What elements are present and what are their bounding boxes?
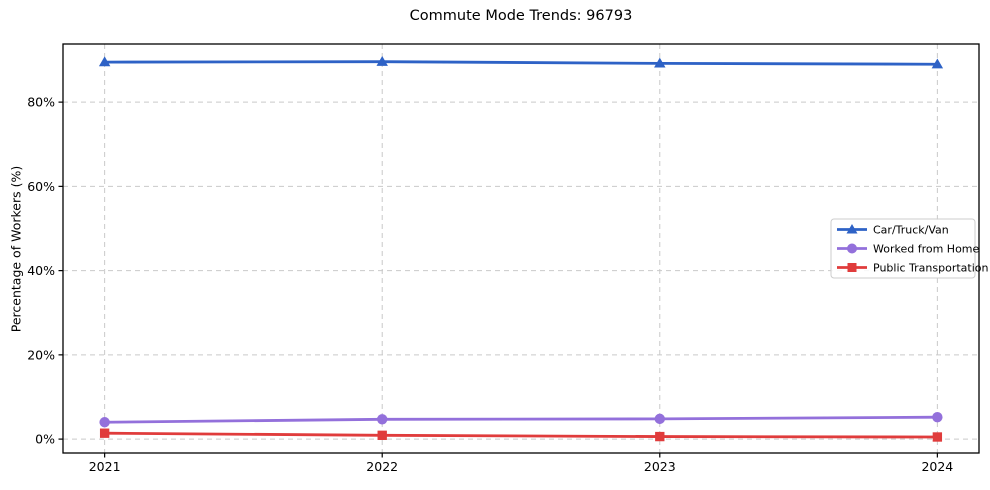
legend-entry-public-transportation: Public Transportation	[837, 262, 989, 275]
square-marker	[847, 263, 857, 272]
series-line	[104, 431, 938, 439]
y-tick-label: 60%	[27, 179, 55, 194]
square-marker	[655, 431, 665, 442]
x-tick-label: 2023	[644, 459, 676, 474]
plot-border	[62, 43, 980, 454]
triangle-up-marker	[846, 224, 858, 234]
y-tick-label: 80%	[27, 95, 55, 110]
y-tick-label: 40%	[27, 263, 55, 278]
chart-title: Commute Mode Trends: 96793	[409, 8, 633, 24]
circle-marker	[377, 414, 388, 425]
legend-label: Public Transportation	[873, 262, 989, 275]
legend-entry-car-truck-van: Car/Truck/Van	[837, 224, 949, 237]
x-tick-label: 2022	[366, 459, 398, 474]
x-tick-label: 2021	[89, 459, 121, 474]
triangle-up-marker	[931, 58, 944, 69]
triangle-up-marker	[376, 55, 388, 66]
circle-marker	[932, 411, 943, 423]
triangle-up-marker	[654, 57, 666, 68]
series-public-transportation	[99, 428, 943, 442]
series-worked-from-home	[99, 411, 943, 428]
circle-marker	[99, 417, 110, 428]
legend-entry-worked-from-home: Worked from Home	[837, 243, 980, 256]
legend-label: Car/Truck/Van	[873, 224, 949, 237]
y-tick-label: 20%	[27, 347, 55, 362]
x-tick-label: 2024	[921, 459, 953, 474]
legend: Car/Truck/Van Worked from Home Public Tran…	[830, 218, 989, 279]
square-marker	[99, 428, 110, 438]
circle-marker	[654, 413, 665, 425]
circle-marker	[847, 243, 857, 254]
y-tick-label: 0%	[35, 432, 55, 447]
square-marker	[377, 430, 387, 440]
series-line	[104, 60, 938, 66]
axes: 2021 2022 2023 2024 0% 20% 40% 60% 80%	[27, 95, 953, 474]
square-marker	[932, 432, 943, 442]
series-line	[104, 415, 938, 424]
legend-box	[830, 218, 976, 279]
series-car-truck-van	[98, 55, 944, 69]
legend-label: Worked from Home	[873, 243, 980, 256]
triangle-up-marker	[98, 56, 111, 67]
